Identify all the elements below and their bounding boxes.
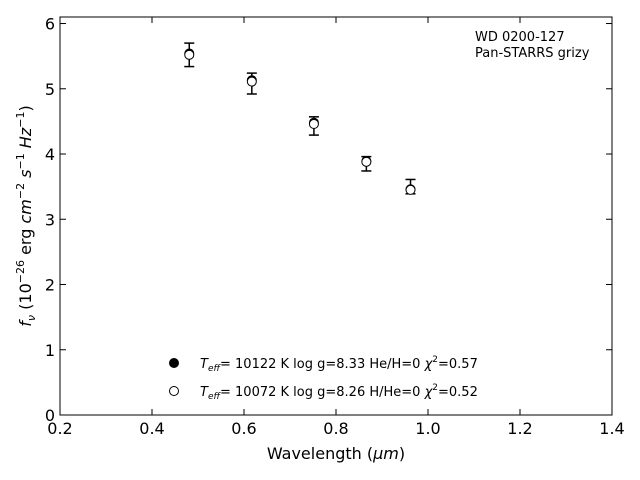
x-tick-label: 1.2 [507, 419, 532, 438]
model-point-open [308, 119, 319, 130]
y-tick-label: 1 [45, 341, 55, 360]
plot-area [59, 16, 613, 416]
y-tick-label: 2 [45, 276, 55, 295]
y-tick-label: 4 [45, 145, 55, 164]
annotation-survey: Pan-STARRS grizy [475, 46, 590, 61]
x-axis-title: Wavelength (μm) [267, 444, 405, 463]
data-markers [184, 48, 416, 195]
model-point-open [361, 156, 372, 167]
model-point-open [246, 76, 257, 87]
legend-label-filled: Teff= 10122 K log g=8.33 He/H=0 χ2=0.57 [200, 355, 478, 374]
annotation-object-name: WD 0200-127 [475, 30, 565, 45]
x-tick-label: 0.2 [47, 419, 72, 438]
axis-ticks [59, 17, 613, 416]
tick-labels: 0.2 0.4 0.6 0.8 1.0 1.2 1.4 0 1 2 3 4 5 6 [45, 15, 625, 438]
legend-label-open: Teff= 10072 K log g=8.26 H/He=0 χ2=0.52 [200, 383, 478, 402]
y-axis-title: fν (10−26 erg cm−2 s−1 Hz−1) [14, 105, 38, 326]
y-tick-label: 3 [45, 210, 55, 229]
y-tick-label: 6 [45, 15, 55, 34]
x-tick-label: 0.6 [231, 419, 256, 438]
y-tick-label: 5 [45, 80, 55, 99]
legend-marker-filled [169, 358, 179, 368]
x-tick-label: 1.0 [415, 419, 440, 438]
model-point-open [405, 184, 416, 195]
model-point-open [184, 49, 195, 60]
x-tick-label: 0.8 [323, 419, 348, 438]
x-tick-label: 1.4 [599, 419, 624, 438]
legend-marker-open [169, 386, 179, 396]
y-tick-label: 0 [45, 406, 55, 425]
x-tick-label: 0.4 [139, 419, 164, 438]
